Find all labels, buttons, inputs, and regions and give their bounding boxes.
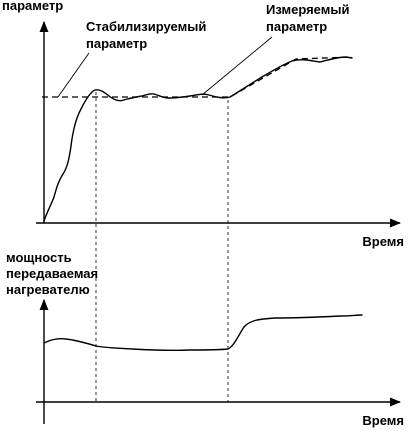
callout-stabilized-line1: Стабилизируемый xyxy=(86,19,206,34)
callout-stabilized-line2: параметр xyxy=(86,36,147,51)
bottom-y-label-line3: нагревателю xyxy=(6,282,90,297)
measured-curve xyxy=(43,56,353,222)
callout-measured: Измеряемый параметр xyxy=(201,2,353,96)
bottom-x-axis-label: Время xyxy=(362,413,404,428)
heater-power-curve xyxy=(43,314,363,352)
bottom-chart: мощность передаваемая нагревателю Время xyxy=(6,250,404,428)
top-y-axis-label: параметр xyxy=(2,0,63,13)
top-x-axis-label: Время xyxy=(362,234,404,249)
callout-stabilized: Стабилизируемый параметр xyxy=(57,19,210,98)
bottom-y-label-line2: передаваемая xyxy=(6,266,98,281)
setpoint-line xyxy=(42,56,353,98)
callout-stabilized-leader xyxy=(57,52,90,98)
svg-text:мощность передаваемая: мощность передаваемая нагревателю xyxy=(6,250,102,297)
callout-measured-line2: параметр xyxy=(266,19,327,34)
callout-measured-leader xyxy=(201,36,273,96)
bottom-y-label-line1: мощность xyxy=(6,250,72,265)
svg-text:Измеряемый параметр: Измеряемый параметр xyxy=(266,2,353,34)
svg-text:Стабилизируемый параме: Стабилизируемый параметр xyxy=(86,19,210,51)
callout-measured-line1: Измеряемый xyxy=(266,2,349,17)
top-chart: параметр Время Стабилизируемый параметр … xyxy=(2,0,404,402)
